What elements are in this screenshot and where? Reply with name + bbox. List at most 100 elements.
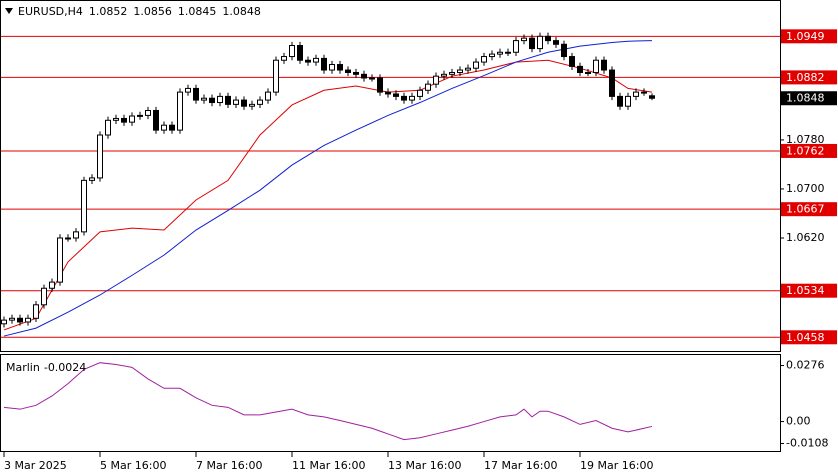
candle-body xyxy=(113,117,119,121)
level-label: 1.0534 xyxy=(786,284,825,297)
candle-body xyxy=(57,237,63,283)
last-high: 1.0856 xyxy=(133,5,172,18)
x-tick-label: 5 Mar 16:00 xyxy=(100,459,166,472)
candle-body xyxy=(417,89,423,97)
y-tick-label: 1.0780 xyxy=(786,133,825,146)
x-tick-label: 17 Mar 16:00 xyxy=(484,459,557,472)
candle-body xyxy=(601,59,607,71)
candle-body xyxy=(513,40,519,53)
candle-body xyxy=(569,56,575,67)
indicator-panel-frame xyxy=(0,354,781,452)
last-close: 1.0848 xyxy=(222,5,261,18)
candle-body xyxy=(561,43,567,58)
candle-body xyxy=(161,124,167,131)
x-tick-label: 11 Mar 16:00 xyxy=(292,459,365,472)
candle-body xyxy=(297,45,303,61)
candle-body xyxy=(193,87,199,101)
candle-body xyxy=(129,115,135,123)
candle-body xyxy=(369,77,375,80)
indicator-label: Marlin -0.0024 xyxy=(6,361,86,374)
candle-body xyxy=(473,61,479,69)
candle-body xyxy=(409,95,415,101)
level-label-box xyxy=(781,202,837,217)
current-price-label: 1.0848 xyxy=(786,92,825,105)
x-tick-label: 13 Mar 16:00 xyxy=(388,459,461,472)
candle-body xyxy=(329,64,335,71)
candle-body xyxy=(529,37,535,50)
x-tick-label: 3 Mar 2025 xyxy=(4,459,67,472)
level-label-box xyxy=(781,283,837,298)
candle-body xyxy=(617,95,623,107)
candle-body xyxy=(1,319,7,325)
x-tick-label: 19 Mar 16:00 xyxy=(580,459,653,472)
candle-body xyxy=(169,124,175,131)
candle-body xyxy=(265,91,271,101)
y-tick-label: 0.0276 xyxy=(786,359,825,372)
candle-body xyxy=(249,103,255,107)
candle-body xyxy=(633,91,639,97)
candle-body xyxy=(545,35,551,42)
level-label: 1.0667 xyxy=(786,203,825,216)
candle-body xyxy=(241,99,247,107)
candle-body xyxy=(425,83,431,91)
menu-triangle[interactable] xyxy=(5,8,13,14)
last-open: 1.0852 xyxy=(89,5,128,18)
candle-body xyxy=(401,95,407,101)
candle-body xyxy=(361,73,367,79)
indicator-value: -0.0024 xyxy=(44,361,86,374)
candle-body xyxy=(345,69,351,73)
candle-body xyxy=(273,59,279,93)
candle-body xyxy=(393,93,399,97)
level-label-box xyxy=(781,29,837,44)
candle-body xyxy=(489,53,495,58)
level-label: 1.0762 xyxy=(786,144,825,157)
candle-body xyxy=(385,91,391,95)
current-price-box xyxy=(781,91,837,106)
level-label: 1.0949 xyxy=(786,30,825,43)
candle-body xyxy=(217,95,223,104)
candle-body xyxy=(41,287,47,306)
candle-body xyxy=(553,40,559,45)
candle-body xyxy=(593,59,599,73)
candle-body xyxy=(25,317,31,323)
level-label-box xyxy=(781,143,837,158)
candle-body xyxy=(497,51,503,55)
candle-body xyxy=(585,71,591,74)
x-tick-label: 7 Mar 16:00 xyxy=(196,459,262,472)
candle-body xyxy=(625,95,631,107)
candle-body xyxy=(145,109,151,116)
level-label-box xyxy=(781,70,837,85)
level-label: 1.0882 xyxy=(786,71,825,84)
candle-body xyxy=(65,237,71,240)
candle-body xyxy=(105,119,111,136)
moving-average-line xyxy=(3,59,653,331)
y-tick-label: 1.0700 xyxy=(786,182,825,195)
candle-body xyxy=(521,37,527,42)
candle-body xyxy=(641,91,647,94)
candle-body xyxy=(177,91,183,131)
candle-body xyxy=(377,77,383,93)
candle-body xyxy=(89,177,95,181)
candle-body xyxy=(209,97,215,104)
candle-body xyxy=(73,231,79,239)
candle-body xyxy=(537,35,543,50)
candle-body xyxy=(433,75,439,85)
candle-body xyxy=(465,67,471,71)
candle-body xyxy=(33,304,39,319)
candle-body xyxy=(305,59,311,63)
candle-body xyxy=(17,317,23,323)
candle-body xyxy=(257,99,263,105)
y-tick-label: 1.0620 xyxy=(786,231,825,244)
indicator-line xyxy=(3,362,653,441)
candle-body xyxy=(97,134,103,179)
y-tick-label: 0.00 xyxy=(786,415,811,428)
candle-body xyxy=(121,117,127,123)
candle-body xyxy=(649,95,655,99)
candle-body xyxy=(81,179,87,233)
candle-body xyxy=(49,281,55,289)
candle-body xyxy=(481,56,487,63)
candle-body xyxy=(281,56,287,61)
